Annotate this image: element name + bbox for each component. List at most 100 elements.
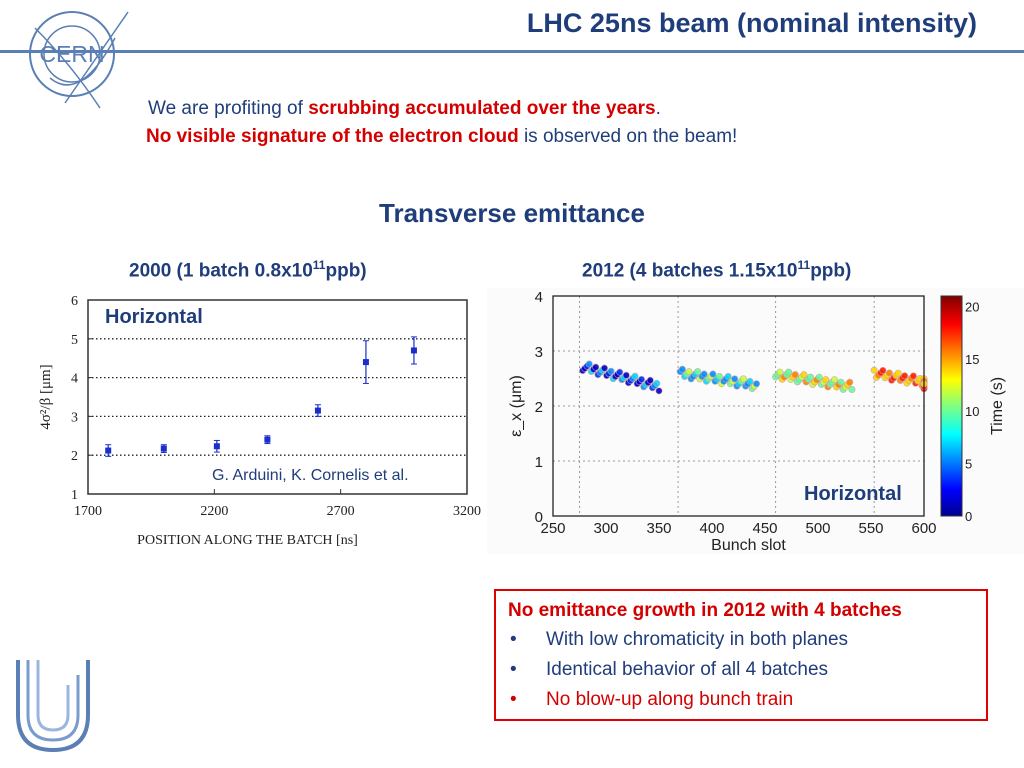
data-point: [607, 367, 615, 375]
intro-line1-prefix: We are profiting of: [148, 98, 309, 119]
point-marker: [264, 436, 271, 443]
right-chart-subtitle: 2012 (4 batches 1.15x1011ppb): [582, 258, 851, 282]
cern-logo-text: CERN: [39, 41, 104, 67]
data-point: [631, 372, 639, 380]
data-point: [600, 364, 608, 372]
conclusion-bullet: • No blow-up along bunch train: [508, 685, 986, 715]
tick-labels: 1 2 3 4 5 6 1700 2200 2700 3200: [71, 294, 481, 519]
data-point: [694, 368, 702, 376]
data-point: [739, 375, 747, 383]
y-axis-label: ε_x (μm): [508, 375, 525, 437]
citation-text: G. Arduini, K. Cornelis et al.: [212, 467, 409, 485]
data-point: [815, 373, 823, 381]
left-subtitle-prefix: 2000 (1 batch 0.8x10: [129, 260, 313, 282]
bullet-text: No blow-up along bunch train: [546, 689, 794, 710]
data-point: [622, 371, 630, 379]
x-tick-label: 500: [805, 520, 830, 537]
colorbar-tick-label: 0: [965, 509, 972, 524]
data-point: [870, 366, 878, 374]
emittance-2000-chart: 1 2 3 4 5 6 1700 2200 2700 3200 4σ²/β [μm] POSITI…: [38, 294, 481, 548]
x-tick-label: 250: [540, 520, 565, 537]
conclusion-box: No emittance growth in 2012 with 4 batch…: [494, 589, 988, 721]
chart-background: [487, 288, 1024, 554]
data-point: [731, 375, 739, 383]
data-point: [715, 372, 723, 380]
data-point: [901, 372, 909, 380]
data-point: [800, 371, 808, 379]
intro-line2-suffix: is observed on the beam!: [518, 126, 738, 147]
data-point: [848, 386, 856, 394]
colorbar-tick-label: 15: [965, 352, 979, 367]
data-point: [638, 375, 646, 383]
y-tick-label: 1: [535, 454, 543, 471]
left-chart-plane-label: Horizontal: [105, 306, 203, 328]
data-point: [655, 387, 663, 395]
bullet-text: Identical behavior of all 4 batches: [546, 659, 829, 680]
x-tick-label: 550: [858, 520, 883, 537]
data-point: [678, 365, 686, 373]
bullet-icon: •: [510, 629, 517, 650]
y-tick-label: 4: [71, 372, 78, 387]
point-marker: [213, 443, 220, 450]
point-marker: [160, 445, 167, 452]
intro-line1-suffix: .: [655, 98, 661, 119]
y-tick-label: 2: [71, 449, 78, 464]
intro-line-1: We are profiting of scrubbing accumulate…: [148, 95, 737, 123]
data-point: [264, 435, 271, 445]
header-divider: [0, 50, 1024, 53]
conclusion-bullet: • With low chromaticity in both planes: [508, 625, 986, 655]
data-point: [685, 368, 693, 376]
point-marker: [105, 447, 112, 454]
conclusion-heading: No emittance growth in 2012 with 4 batch…: [508, 600, 902, 621]
x-tick-label: 600: [911, 520, 936, 537]
intro-line-2: No visible signature of the electron clo…: [146, 123, 737, 151]
section-title: Transverse emittance: [379, 198, 645, 228]
y-tick-label: 4: [535, 289, 543, 306]
data-point: [700, 370, 708, 378]
data-point: [894, 369, 902, 377]
point-marker: [314, 407, 321, 414]
y-tick-label: 1: [71, 488, 78, 503]
x-tick-label: 1700: [74, 504, 102, 519]
right-subtitle-prefix: 2012 (4 batches 1.15x10: [582, 260, 798, 282]
batch-series: [579, 360, 663, 395]
colorbar-tick-label: 20: [965, 299, 979, 314]
point-marker: [410, 347, 417, 354]
data-point: [753, 380, 761, 388]
data-point: [410, 336, 417, 365]
data-point: [314, 404, 321, 417]
data-point: [806, 373, 814, 381]
x-axis-label: Bunch slot: [711, 537, 786, 554]
data-point: [653, 379, 661, 387]
x-tick-label: 350: [646, 520, 671, 537]
data-points: [105, 336, 417, 457]
data-point: [846, 378, 854, 386]
y-tick-label: 6: [71, 294, 78, 309]
data-point: [879, 366, 887, 374]
point-marker: [362, 359, 369, 366]
data-point: [776, 368, 784, 376]
data-point: [909, 372, 917, 380]
data-point: [105, 444, 112, 457]
data-point: [746, 377, 754, 385]
batch-series: [676, 365, 761, 393]
data-point: [592, 363, 600, 371]
left-chart-subtitle: 2000 (1 batch 0.8x1011ppb): [129, 258, 367, 282]
data-point: [830, 376, 838, 384]
data-point: [837, 378, 845, 386]
plot-frame: [87, 299, 468, 495]
x-tick-label: 3200: [453, 504, 481, 519]
left-subtitle-suffix: ppb): [325, 260, 367, 282]
x-tick-label: 2700: [327, 504, 355, 519]
colorbar-tick-label: 5: [965, 457, 972, 472]
bullet-icon: •: [510, 689, 517, 710]
bullet-text: With low chromaticity in both planes: [546, 629, 849, 650]
colorbar-ticks: 0 5 10 15 20: [965, 299, 979, 524]
y-axis-label: 4σ²/β [μm]: [38, 364, 54, 429]
x-tick-label: 2200: [200, 504, 228, 519]
y-tick-label: 3: [535, 344, 543, 361]
intro-line2-highlight: No visible signature of the electron clo…: [146, 126, 519, 147]
x-tick-label: 450: [752, 520, 777, 537]
chart-grid: [88, 338, 467, 456]
data-point: [362, 340, 369, 384]
